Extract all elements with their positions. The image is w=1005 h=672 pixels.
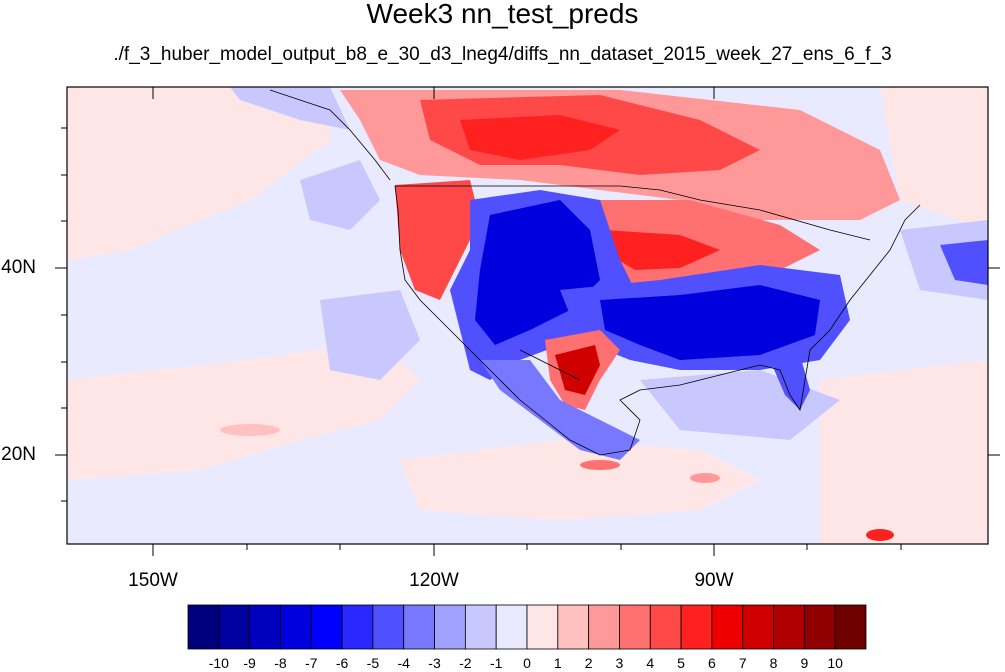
colorbar-label: 3 bbox=[615, 655, 624, 671]
field-neg-strong bbox=[940, 240, 988, 285]
colorbar-swatch bbox=[680, 604, 713, 650]
colorbar-label: 9 bbox=[800, 655, 809, 671]
colorbar-label: -5 bbox=[366, 655, 380, 671]
coastlines bbox=[269, 89, 921, 456]
colorbar-label: 4 bbox=[646, 655, 655, 671]
colorbar-swatch bbox=[341, 604, 374, 650]
field-pos-spot bbox=[580, 460, 620, 470]
colorbar-swatch bbox=[742, 604, 774, 650]
colorbar-label: -1 bbox=[489, 655, 503, 671]
colorbar-label: 6 bbox=[708, 655, 716, 671]
colorbar-label: 0 bbox=[523, 655, 531, 671]
colorbar-swatch bbox=[834, 604, 867, 650]
colorbar-label: -2 bbox=[459, 655, 472, 671]
colorbar-swatch bbox=[434, 604, 466, 650]
field-pos-strong bbox=[605, 230, 720, 270]
field-pos-strong bbox=[555, 345, 600, 395]
colorbar-swatch bbox=[218, 604, 251, 650]
colorbar-swatch bbox=[495, 604, 528, 650]
colorbar-swatch bbox=[711, 604, 744, 650]
colorbar-swatch bbox=[773, 604, 805, 650]
colorbar-label: 5 bbox=[677, 655, 685, 671]
field-pos-light bbox=[67, 340, 420, 480]
field-pos-strong bbox=[460, 115, 620, 160]
colorbar-label: -9 bbox=[243, 655, 256, 671]
field-neg-light bbox=[230, 87, 350, 130]
colorbar-swatch bbox=[280, 604, 312, 650]
colorbar-label: -7 bbox=[305, 655, 318, 671]
field-neg-strong bbox=[480, 360, 640, 460]
field-pos-light bbox=[400, 440, 760, 520]
colorbar-label: 1 bbox=[553, 655, 562, 671]
lat-label: 40N bbox=[1, 257, 36, 278]
colorbar-swatch bbox=[403, 604, 435, 650]
colorbar-swatch bbox=[619, 604, 651, 650]
field-neg-strong bbox=[770, 355, 810, 410]
field-neg-strong bbox=[600, 285, 820, 360]
colorbar-label: 10 bbox=[827, 655, 843, 671]
colorbar-swatch bbox=[310, 604, 343, 650]
lon-label: 150W bbox=[128, 570, 178, 591]
colorbar-label: 7 bbox=[738, 655, 747, 671]
colorbar-swatch bbox=[803, 604, 836, 650]
lon-label: 90W bbox=[694, 570, 734, 591]
colorbar-label: 8 bbox=[769, 655, 778, 671]
field-pos-light bbox=[820, 360, 988, 544]
colorbar-label: 2 bbox=[584, 655, 593, 671]
field-pos-light bbox=[67, 87, 330, 260]
field-pos-spot bbox=[220, 424, 280, 436]
colorbar-swatch bbox=[557, 604, 590, 650]
colorbar-label: -4 bbox=[397, 655, 410, 671]
lat-label: 20N bbox=[1, 444, 36, 465]
field-neg-light bbox=[300, 160, 380, 230]
colorbar bbox=[187, 604, 867, 650]
colorbar-label: -6 bbox=[335, 655, 349, 671]
map-title: Week3 nn_test_preds bbox=[366, 0, 639, 29]
map-field bbox=[67, 87, 988, 544]
colorbar-swatch bbox=[187, 604, 220, 650]
map-subtitle: ./f_3_huber_model_output_b8_e_30_d3_lneg… bbox=[113, 44, 892, 65]
colorbar-swatch bbox=[372, 604, 405, 650]
field-pos-strong bbox=[395, 180, 480, 300]
field-neg-light bbox=[320, 290, 420, 380]
axis-ticks bbox=[55, 87, 1000, 556]
colorbar-swatch bbox=[588, 604, 620, 650]
colorbar-label: -3 bbox=[428, 655, 441, 671]
colorbar-label: -10 bbox=[208, 655, 229, 671]
field-pos-light bbox=[880, 87, 988, 230]
colorbar-swatch bbox=[649, 604, 682, 650]
field-pos-spot bbox=[866, 529, 894, 541]
colorbar-label: -8 bbox=[274, 655, 287, 671]
lon-label: 120W bbox=[409, 570, 459, 591]
colorbar-swatch bbox=[464, 604, 497, 650]
colorbar-swatch bbox=[526, 604, 559, 650]
field-pos-spot bbox=[690, 473, 720, 483]
colorbar-swatch bbox=[249, 604, 281, 650]
